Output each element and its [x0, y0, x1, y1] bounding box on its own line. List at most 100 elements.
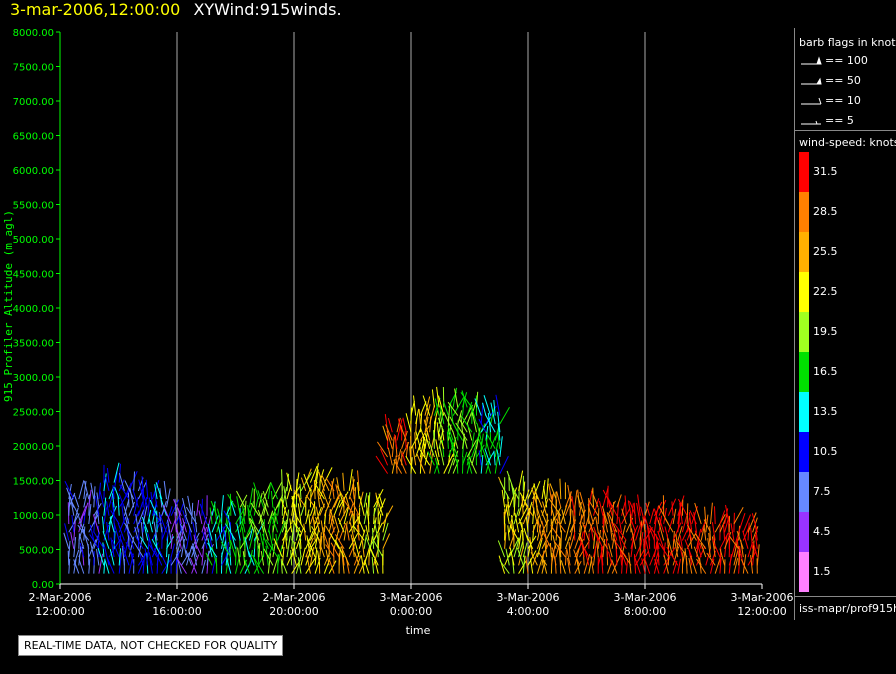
wind-barb	[110, 510, 120, 525]
wind-barb	[658, 515, 663, 533]
x-tick-label-date: 3-Mar-2006	[497, 591, 560, 604]
wind-barb	[452, 459, 460, 474]
wind-barb	[526, 535, 534, 550]
wind-barb	[542, 559, 548, 574]
wind-barb	[352, 476, 355, 491]
wind-barb	[686, 503, 689, 525]
wind-barb	[203, 526, 208, 541]
wind-barb	[415, 431, 421, 449]
wind-barb	[225, 506, 229, 525]
speed-swatch	[799, 392, 809, 432]
wind-barb	[263, 548, 274, 566]
wind-barb	[447, 401, 459, 416]
wind-barb	[128, 471, 138, 492]
wind-barb	[616, 502, 620, 525]
title-name: XYWind:915winds.	[193, 0, 342, 19]
wind-barb	[108, 505, 117, 525]
wind-barb	[349, 496, 360, 516]
wind-barb	[170, 534, 173, 549]
wind-barb	[709, 526, 711, 541]
wind-barb	[134, 526, 139, 541]
wind-barb	[118, 534, 122, 549]
wind-barb	[359, 496, 365, 516]
wind-barb	[202, 531, 208, 549]
speed-swatch	[799, 552, 809, 592]
wind-barb	[295, 555, 302, 574]
wind-barb	[399, 425, 407, 441]
wind-barb	[273, 538, 283, 558]
wind-barb	[348, 532, 359, 550]
wind-barb	[377, 498, 386, 516]
wind-barb	[216, 518, 221, 533]
wind-barb	[558, 511, 562, 533]
wind-barb	[260, 551, 265, 566]
wind-barb	[138, 550, 144, 566]
wind-barb	[309, 465, 318, 483]
wind-barb	[118, 472, 125, 492]
wind-barb	[576, 558, 580, 574]
wind-barb	[538, 551, 548, 566]
wind-barb	[308, 514, 311, 533]
wind-barb	[314, 483, 325, 500]
wind-barb	[619, 548, 623, 566]
wind-barb	[593, 526, 599, 541]
wind-barb	[476, 444, 485, 458]
wind-barb	[566, 548, 571, 566]
wind-barb	[644, 515, 651, 533]
wind-barb	[78, 480, 85, 500]
wind-barb	[621, 555, 624, 574]
wind-barb	[270, 482, 279, 500]
wind-barb	[360, 555, 365, 574]
wind-barb	[82, 529, 90, 549]
wind-barb	[227, 493, 236, 508]
wind-barb	[719, 548, 726, 566]
wind-barb	[211, 555, 217, 574]
wind-barb	[192, 521, 198, 541]
wind-barb	[162, 504, 172, 525]
wind-barb	[423, 419, 431, 441]
wind-barb	[753, 542, 758, 558]
wind-barb	[587, 518, 594, 533]
wind-barb	[738, 546, 741, 566]
wind-barb	[291, 495, 297, 516]
wind-barb	[505, 504, 510, 525]
wind-barb	[518, 496, 525, 516]
wind-barb	[393, 434, 398, 449]
wind-barb	[564, 497, 573, 516]
wind-barb	[686, 517, 690, 533]
wind-barb	[93, 531, 105, 550]
wind-barb	[435, 439, 440, 458]
wind-barb	[455, 422, 468, 441]
wind-barb	[429, 453, 433, 474]
wind-barb	[291, 495, 296, 516]
wind-barb	[373, 519, 379, 541]
wind-barb	[462, 451, 468, 466]
wind-barb	[122, 546, 130, 566]
wind-barb	[97, 525, 100, 541]
wind-barb	[223, 510, 232, 525]
wind-barb	[255, 532, 260, 549]
wind-barb	[182, 518, 187, 533]
wind-barb	[189, 557, 198, 574]
wind-barb	[249, 518, 260, 533]
wind-barb	[196, 499, 200, 516]
wind-barb	[639, 532, 644, 549]
wind-barb	[105, 476, 110, 492]
wind-barb	[137, 509, 145, 525]
wind-barb	[365, 502, 370, 525]
wind-barb	[591, 490, 599, 508]
barb-legend-50: == 50	[825, 74, 861, 87]
wind-barb	[437, 417, 445, 433]
wind-barb	[723, 523, 726, 541]
wind-barb	[134, 535, 144, 550]
wind-barb	[141, 516, 149, 533]
wind-barb	[321, 474, 330, 492]
wind-barb	[439, 445, 445, 466]
wind-barb	[257, 545, 260, 566]
wind-barb	[724, 508, 729, 525]
wind-barb	[579, 514, 583, 533]
wind-barb	[259, 531, 265, 549]
wind-barb	[193, 534, 198, 549]
wind-barb	[471, 407, 477, 425]
wind-barb	[710, 502, 713, 525]
